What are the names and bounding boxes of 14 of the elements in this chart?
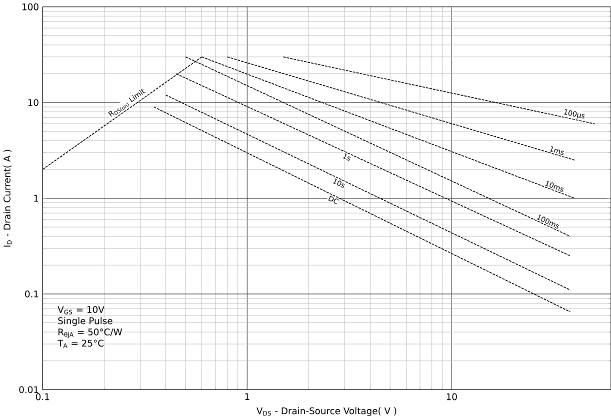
annotation: V$_{GS}$ = 10V [58,306,104,314]
y-tick-label: 0.1 [25,290,38,298]
y-tick-label: 1 [34,194,38,202]
y-tick-label: 100 [22,3,38,10]
annotation: Single Pulse [58,316,112,326]
x-tick-label: 1 [245,393,250,400]
x-tick-label: 10 [446,393,457,400]
annotation: R$_{θJA}$ = 50°C/W [58,328,122,338]
x-tick-label: 0.1 [36,393,50,400]
y-tick-label: 0.01 [19,386,38,393]
y-tick-label: 10 [28,98,38,106]
y-axis-title: I$_{D}$ - Drain Current( A ) [3,150,12,246]
x-axis-title: V$_{DS}$ - Drain-Source Voltage( V ) [256,406,396,416]
annotation: T$_{A}$ = 25°C [58,339,104,348]
